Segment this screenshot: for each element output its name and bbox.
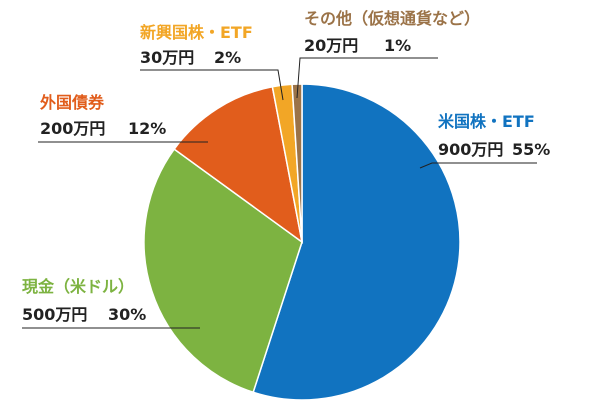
slice-us-stocks xyxy=(252,83,461,401)
label-emerging: 新興国株・ETF 30万円 2% xyxy=(140,23,253,67)
label-other-name: その他（仮想通貨など） xyxy=(304,9,480,28)
label-cash: 現金（米ドル） 500万円 30% xyxy=(22,277,146,324)
label-us-stocks-amount: 900万円 xyxy=(438,140,503,159)
label-us-stocks-name: 米国株・ETF xyxy=(438,112,535,131)
slice-other xyxy=(291,83,303,243)
label-emerging-percent: 2% xyxy=(214,48,241,67)
label-foreign-bonds-amount: 200万円 xyxy=(40,119,105,138)
slice-foreign-bonds xyxy=(173,85,304,244)
label-us-stocks-percent: 55% xyxy=(512,140,550,159)
slice-cash xyxy=(143,148,303,394)
label-foreign-bonds-name: 外国債券 xyxy=(39,93,105,112)
label-foreign-bonds: 外国債券 200万円 12% xyxy=(39,93,166,138)
label-us-stocks: 米国株・ETF 900万円 55% xyxy=(438,112,550,159)
label-cash-name: 現金（米ドル） xyxy=(22,277,134,296)
leader-line-other xyxy=(296,57,438,99)
leader-line-us-stocks xyxy=(419,162,537,169)
leader-lines xyxy=(22,57,537,329)
label-other: その他（仮想通貨など） 20万円 1% xyxy=(304,9,480,55)
pie-slices xyxy=(143,83,461,401)
label-other-percent: 1% xyxy=(384,36,411,55)
label-cash-percent: 30% xyxy=(108,305,146,324)
label-emerging-amount: 30万円 xyxy=(140,48,194,67)
label-emerging-name: 新興国株・ETF xyxy=(140,23,253,42)
label-other-amount: 20万円 xyxy=(304,36,358,55)
label-foreign-bonds-percent: 12% xyxy=(128,119,166,138)
label-cash-amount: 500万円 xyxy=(22,305,87,324)
leader-line-emerging xyxy=(140,69,284,101)
